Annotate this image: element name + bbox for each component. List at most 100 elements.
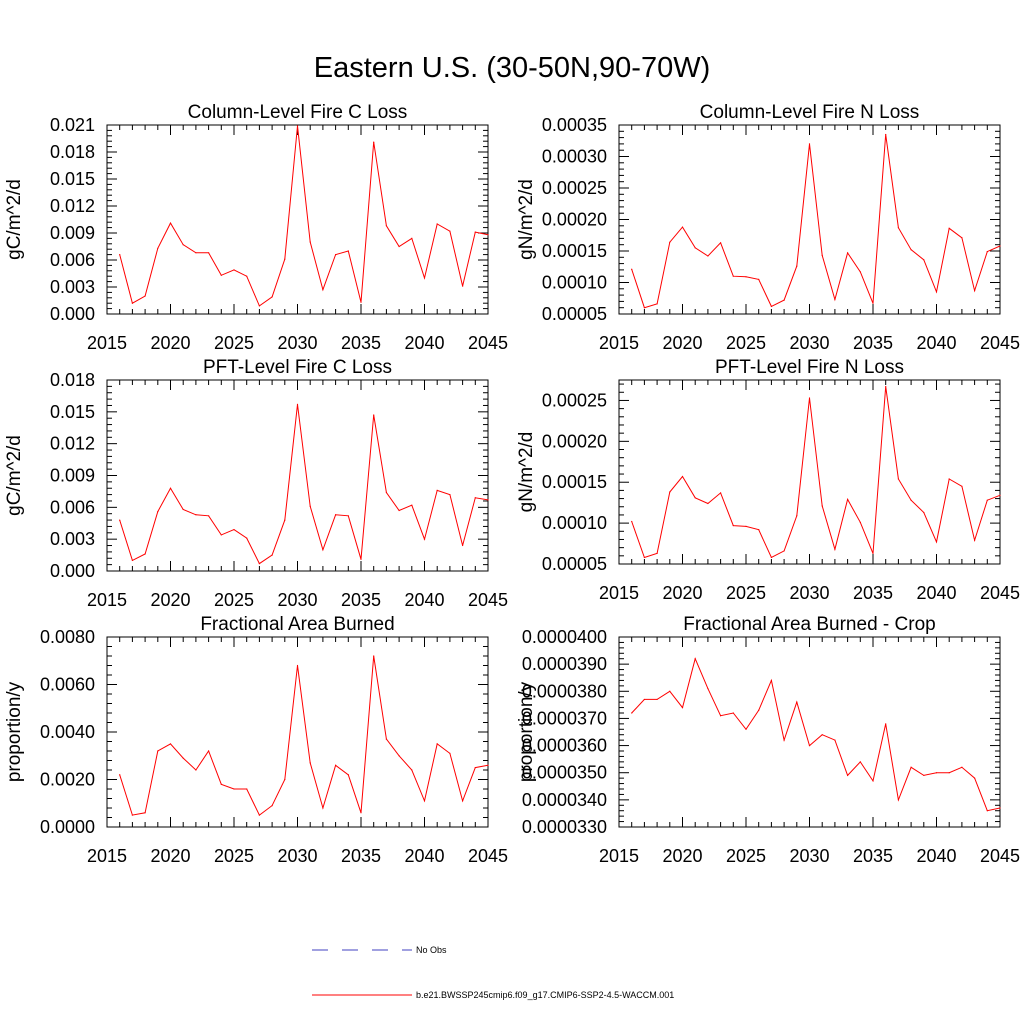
y-tick-label: 0.012 <box>50 434 95 454</box>
data-point <box>872 302 874 304</box>
data-point <box>885 385 887 388</box>
x-tick-label: 2035 <box>341 590 381 610</box>
data-point <box>643 307 646 309</box>
y-axis-label: gC/m^2/d <box>4 435 25 516</box>
data-point <box>669 690 671 692</box>
data-point <box>681 706 684 709</box>
data-point <box>859 271 861 273</box>
x-tick-label: 2025 <box>726 583 766 603</box>
data-point <box>398 755 400 757</box>
data-point <box>897 478 900 480</box>
data-point <box>220 534 222 536</box>
data-point <box>233 788 235 790</box>
panel-3: 2015 2020 2025 2030 2035 2040 2045 0.000 0.003 0.… <box>4 357 508 610</box>
data-point <box>999 494 1001 496</box>
data-point <box>423 538 426 540</box>
data-point <box>131 814 133 816</box>
data-point <box>707 255 709 257</box>
data-point <box>808 143 811 145</box>
data-point <box>296 125 299 127</box>
data-point <box>910 766 912 768</box>
x-tick-label: 2020 <box>150 333 190 353</box>
data-point <box>258 305 260 307</box>
panel-title: Column-Level Fire C Loss <box>188 102 408 123</box>
data-point <box>796 701 798 703</box>
x-tick-label: 2030 <box>789 333 829 353</box>
data-point <box>859 761 861 763</box>
data-point <box>347 774 349 776</box>
x-tick-label: 2015 <box>87 333 127 353</box>
data-point <box>335 514 337 516</box>
data-point <box>681 226 684 228</box>
data-point <box>449 752 451 754</box>
data-point <box>643 698 646 701</box>
data-point <box>847 774 849 777</box>
x-tick-label: 2020 <box>150 846 190 866</box>
data-point <box>309 762 311 764</box>
y-tick-label: 0.0000340 <box>522 790 607 810</box>
y-tick-label: 0.003 <box>50 529 95 549</box>
y-tick-label: 0.00025 <box>542 178 607 198</box>
data-point <box>910 249 912 251</box>
legend-obs-label: No Obs <box>416 945 447 955</box>
y-axis-label: gN/m^2/d <box>516 179 537 260</box>
data-point <box>948 478 950 480</box>
data-point <box>258 562 260 565</box>
data-point <box>220 783 222 785</box>
y-tick-label: 0.018 <box>50 370 95 390</box>
data-point <box>220 274 222 276</box>
data-point <box>144 295 146 297</box>
data-point <box>847 498 849 500</box>
data-point <box>720 242 722 244</box>
data-point <box>208 750 210 752</box>
data-point <box>144 812 146 814</box>
y-tick-label: 0.000 <box>50 304 95 324</box>
data-point <box>631 520 633 523</box>
data-point <box>834 298 836 301</box>
data-point <box>157 510 159 513</box>
data-point <box>808 744 811 747</box>
x-tick-label: 2015 <box>87 590 127 610</box>
panels: 2015 2020 2025 2030 2035 2040 2045 0.000 0.003 0.… <box>4 102 1020 866</box>
data-point <box>487 234 489 236</box>
x-tick-label: 2015 <box>599 333 639 353</box>
data-point <box>656 552 658 554</box>
data-point <box>770 679 773 682</box>
y-tick-label: 0.0000390 <box>522 654 607 674</box>
y-tick-label: 0.0000330 <box>522 817 607 837</box>
data-point <box>694 497 696 499</box>
x-tick-label: 2040 <box>916 846 956 866</box>
data-point <box>462 544 464 547</box>
series-line <box>631 657 1001 812</box>
data-point <box>872 552 874 554</box>
data-point <box>385 738 387 740</box>
x-tick-label: 2030 <box>277 333 317 353</box>
data-point <box>195 252 197 254</box>
data-point <box>669 241 671 243</box>
x-tick-label: 2015 <box>599 583 639 603</box>
y-tick-label: 0.012 <box>50 196 95 216</box>
x-tick-label: 2030 <box>789 583 829 603</box>
y-tick-label: 0.00030 <box>542 147 607 167</box>
data-point <box>935 541 938 543</box>
y-tick-label: 0.021 <box>50 115 95 135</box>
data-point <box>974 290 976 292</box>
y-tick-label: 0.009 <box>50 223 95 243</box>
data-point <box>271 296 273 298</box>
data-point <box>398 509 400 512</box>
data-point <box>385 491 387 494</box>
data-point <box>923 259 925 261</box>
data-point <box>631 268 633 270</box>
data-point <box>783 550 785 552</box>
data-point <box>258 814 260 816</box>
y-tick-label: 0.0040 <box>40 722 95 742</box>
data-point <box>707 687 709 690</box>
series-line <box>631 134 1001 309</box>
data-point <box>669 491 671 493</box>
data-point <box>885 723 887 725</box>
y-axis-label: gC/m^2/d <box>4 179 25 260</box>
data-point <box>436 489 438 491</box>
data-point <box>360 812 362 814</box>
y-tick-label: 0.00020 <box>542 431 607 451</box>
